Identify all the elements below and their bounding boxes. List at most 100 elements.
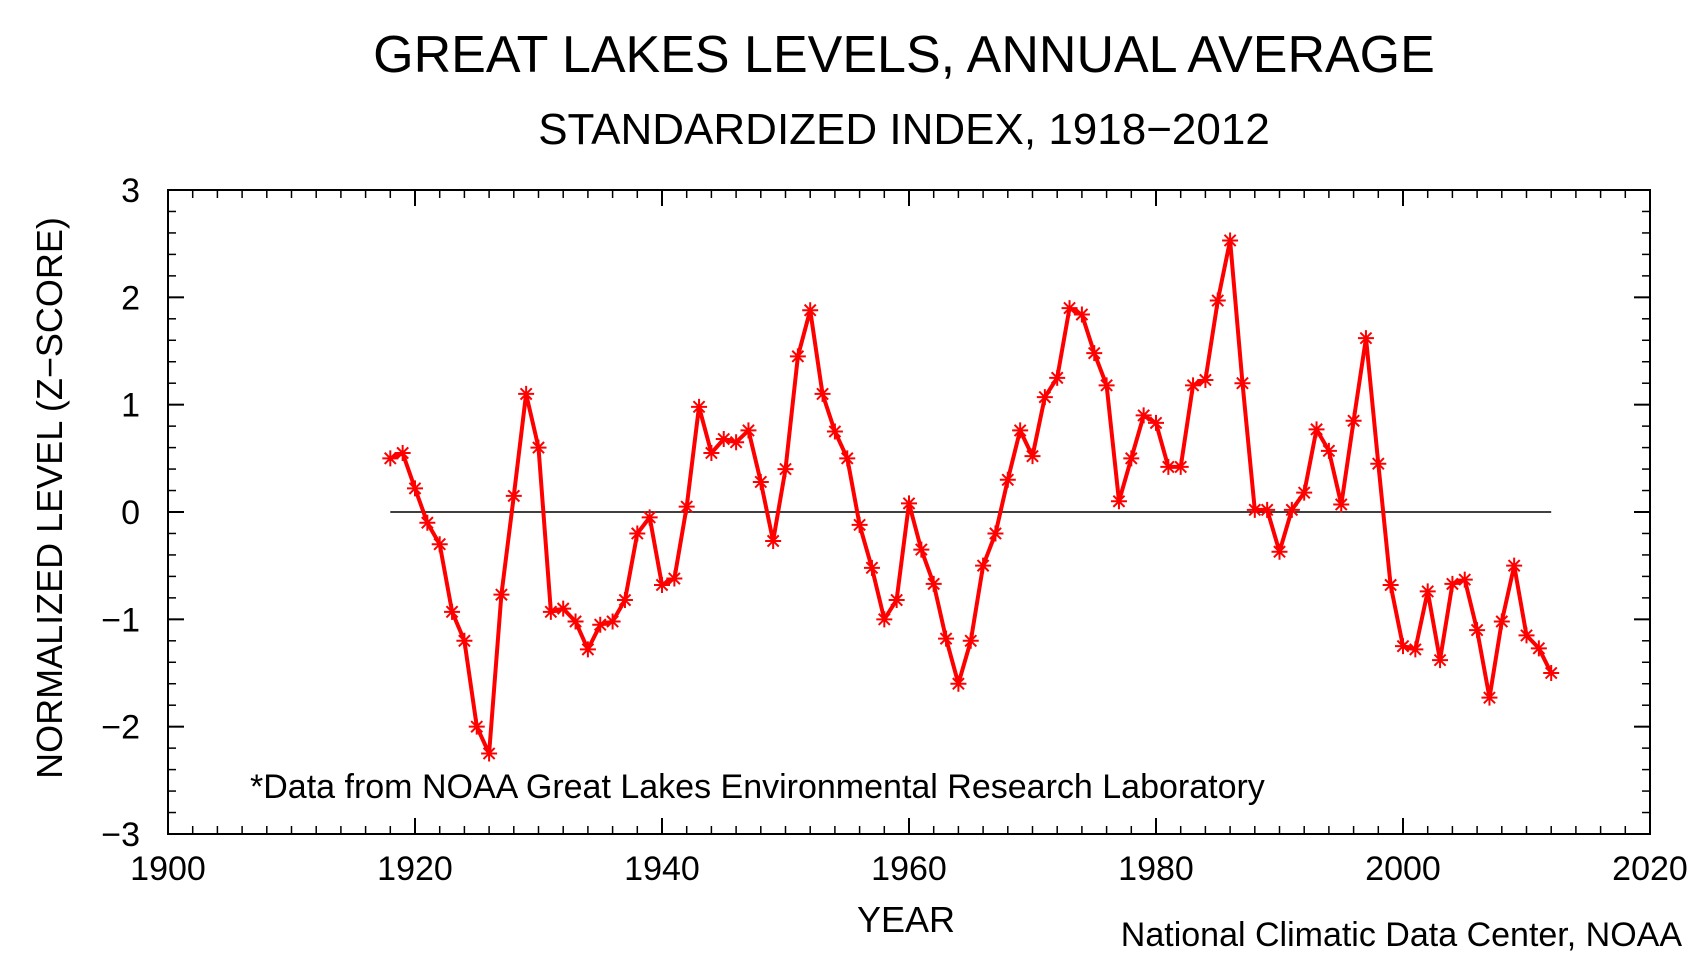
data-point-marker bbox=[752, 473, 769, 490]
data-point-marker bbox=[925, 575, 942, 592]
data-point-marker bbox=[913, 541, 930, 558]
data-point-marker bbox=[1024, 448, 1041, 465]
data-point-marker bbox=[901, 495, 917, 512]
data-point-marker bbox=[579, 641, 596, 658]
chart-title: GREAT LAKES LEVELS, ANNUAL AVERAGE bbox=[373, 26, 1435, 84]
data-point-marker bbox=[481, 745, 498, 762]
data-point-marker bbox=[419, 514, 436, 531]
data-series bbox=[382, 232, 1560, 762]
data-point-marker bbox=[1271, 543, 1288, 560]
data-point-marker bbox=[1308, 421, 1325, 438]
data-point-marker bbox=[851, 516, 868, 533]
data-point-marker bbox=[1444, 575, 1461, 592]
data-point-marker bbox=[1209, 292, 1226, 309]
data-point-marker bbox=[567, 613, 584, 630]
data-point-marker bbox=[1283, 501, 1300, 518]
x-tick-label: 2000 bbox=[1365, 850, 1441, 888]
data-point-marker bbox=[431, 536, 448, 553]
data-point-marker bbox=[1469, 622, 1486, 639]
data-point-marker bbox=[1395, 638, 1411, 655]
data-point-marker bbox=[1456, 571, 1473, 588]
data-point-marker bbox=[1493, 613, 1510, 630]
data-point-marker bbox=[641, 509, 658, 526]
data-point-marker bbox=[407, 480, 423, 497]
data-point-marker bbox=[604, 613, 621, 630]
data-point-marker bbox=[555, 600, 572, 617]
y-tick-label: −2 bbox=[101, 709, 140, 747]
data-point-marker bbox=[678, 498, 695, 515]
data-point-marker bbox=[950, 675, 967, 692]
data-point-marker bbox=[863, 559, 880, 576]
data-source-annotation: *Data from NOAA Great Lakes Environmenta… bbox=[250, 768, 1265, 806]
data-point-marker bbox=[1481, 689, 1498, 706]
data-point-marker bbox=[1172, 458, 1189, 475]
data-point-marker bbox=[542, 603, 559, 620]
x-tick-label: 1900 bbox=[130, 850, 206, 888]
data-point-marker bbox=[1432, 652, 1449, 669]
chart-subtitle: STANDARDIZED INDEX, 1918−2012 bbox=[538, 105, 1270, 154]
data-point-marker bbox=[518, 385, 535, 402]
data-point-marker bbox=[888, 592, 905, 609]
data-point-marker bbox=[728, 434, 745, 451]
data-point-marker bbox=[1160, 458, 1177, 475]
data-point-marker bbox=[1222, 232, 1239, 249]
source-credit: National Climatic Data Center, NOAA bbox=[1121, 916, 1683, 954]
data-point-marker bbox=[1086, 345, 1103, 362]
x-tick-label: 1980 bbox=[1118, 850, 1194, 888]
data-point-marker bbox=[789, 348, 806, 365]
data-point-marker bbox=[493, 586, 510, 603]
data-point-marker bbox=[876, 611, 893, 628]
data-point-marker bbox=[505, 487, 522, 504]
data-point-marker bbox=[715, 431, 732, 448]
data-point-marker bbox=[1320, 442, 1337, 459]
data-point-marker bbox=[962, 632, 979, 649]
data-point-marker bbox=[1370, 455, 1387, 472]
data-point-marker bbox=[1098, 377, 1115, 394]
x-tick-label: 1960 bbox=[871, 850, 947, 888]
data-point-marker bbox=[703, 444, 720, 461]
data-point-marker bbox=[468, 718, 485, 735]
data-point-marker bbox=[1061, 300, 1078, 317]
data-point-marker bbox=[1259, 501, 1276, 518]
data-point-marker bbox=[814, 385, 831, 402]
x-axis-label: YEAR bbox=[857, 899, 955, 940]
data-point-marker bbox=[1419, 583, 1436, 600]
data-point-marker bbox=[592, 616, 609, 633]
data-point-marker bbox=[1382, 576, 1399, 593]
data-point-marker bbox=[1333, 496, 1350, 513]
data-point-marker bbox=[616, 592, 633, 609]
y-tick-label: 0 bbox=[121, 494, 140, 532]
data-point-marker bbox=[1123, 450, 1140, 467]
data-point-marker bbox=[1357, 330, 1374, 347]
data-point-marker bbox=[444, 603, 461, 620]
data-point-marker bbox=[1148, 414, 1164, 431]
data-point-marker bbox=[938, 630, 955, 647]
data-point-marker bbox=[394, 444, 411, 461]
data-point-marker bbox=[530, 439, 547, 456]
data-point-marker bbox=[1197, 371, 1214, 388]
y-tick-label: −1 bbox=[101, 601, 140, 639]
data-point-marker bbox=[1296, 484, 1313, 501]
data-point-marker bbox=[1036, 389, 1053, 406]
data-point-marker bbox=[826, 423, 843, 440]
data-point-marker bbox=[1407, 641, 1424, 658]
data-point-marker bbox=[1518, 627, 1535, 644]
data-point-marker bbox=[1012, 422, 1029, 439]
data-point-marker bbox=[382, 450, 399, 467]
data-point-marker bbox=[1110, 493, 1127, 510]
data-point-marker bbox=[1530, 640, 1547, 657]
data-point-marker bbox=[691, 398, 708, 415]
x-tick-label: 1920 bbox=[377, 850, 453, 888]
y-tick-label: 2 bbox=[121, 279, 140, 317]
data-point-marker bbox=[629, 525, 646, 542]
data-point-marker bbox=[1246, 501, 1263, 518]
data-point-marker bbox=[740, 422, 757, 439]
data-point-marker bbox=[1234, 375, 1251, 392]
data-point-marker bbox=[999, 471, 1016, 488]
data-point-marker bbox=[1049, 369, 1066, 386]
y-axis-label: NORMALIZED LEVEL (Z−SCORE) bbox=[29, 217, 70, 779]
data-point-marker bbox=[1345, 412, 1362, 429]
series-line bbox=[389, 238, 1553, 756]
